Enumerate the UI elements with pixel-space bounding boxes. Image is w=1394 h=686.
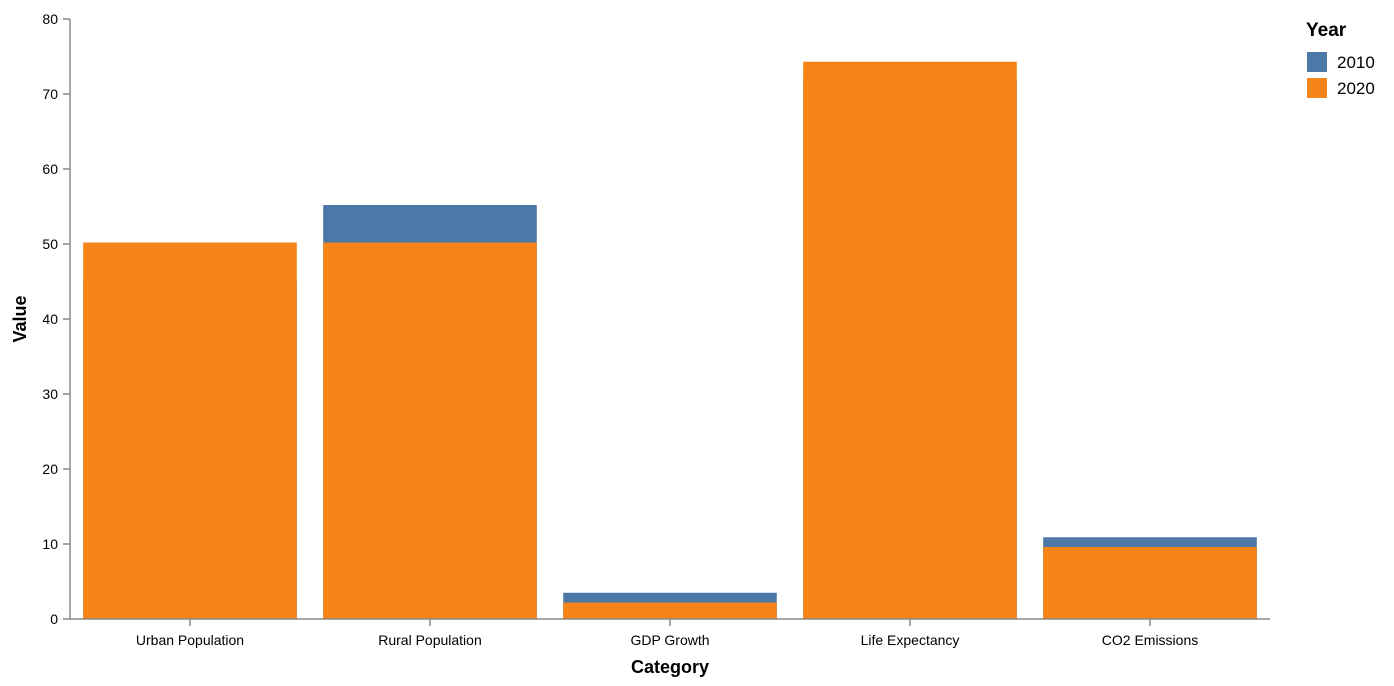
y-tick-label: 40 [42, 311, 58, 327]
legend-title: Year [1306, 20, 1347, 41]
y-tick-label: 20 [42, 461, 58, 477]
y-tick-label: 60 [42, 161, 58, 177]
y-tick-label: 30 [42, 386, 58, 402]
y-tick-label: 50 [42, 236, 58, 252]
y-axis-title: Value [10, 295, 30, 342]
x-tick-label: GDP Growth [630, 632, 709, 648]
bar-2020-0 [83, 242, 297, 619]
bar-2020-1 [323, 242, 537, 619]
y-tick-label: 70 [42, 86, 58, 102]
bars [83, 61, 1257, 619]
y-tick-label: 10 [42, 536, 58, 552]
legend-label-2020: 2020 [1337, 79, 1375, 98]
y-tick-label: 0 [50, 611, 58, 627]
y-axis: 0 10 20 30 40 50 60 70 80 [42, 11, 71, 627]
legend-swatch-2020 [1307, 78, 1327, 98]
x-axis: Urban Population Rural Population GDP Grow… [70, 618, 1270, 648]
legend-swatch-2010 [1307, 52, 1327, 72]
x-tick-label: Life Expectancy [861, 632, 960, 648]
bar-2020-2 [563, 602, 777, 619]
bar-2020-4 [1043, 547, 1257, 619]
x-tick-label: Rural Population [378, 632, 482, 648]
legend: Year 2010 2020 [1306, 20, 1375, 98]
x-axis-title: Category [631, 657, 709, 677]
bar-2020-3 [803, 61, 1017, 619]
x-tick-label: Urban Population [136, 632, 244, 648]
x-tick-label: CO2 Emissions [1102, 632, 1198, 648]
y-tick-label: 80 [42, 11, 58, 27]
legend-label-2010: 2010 [1337, 53, 1375, 72]
